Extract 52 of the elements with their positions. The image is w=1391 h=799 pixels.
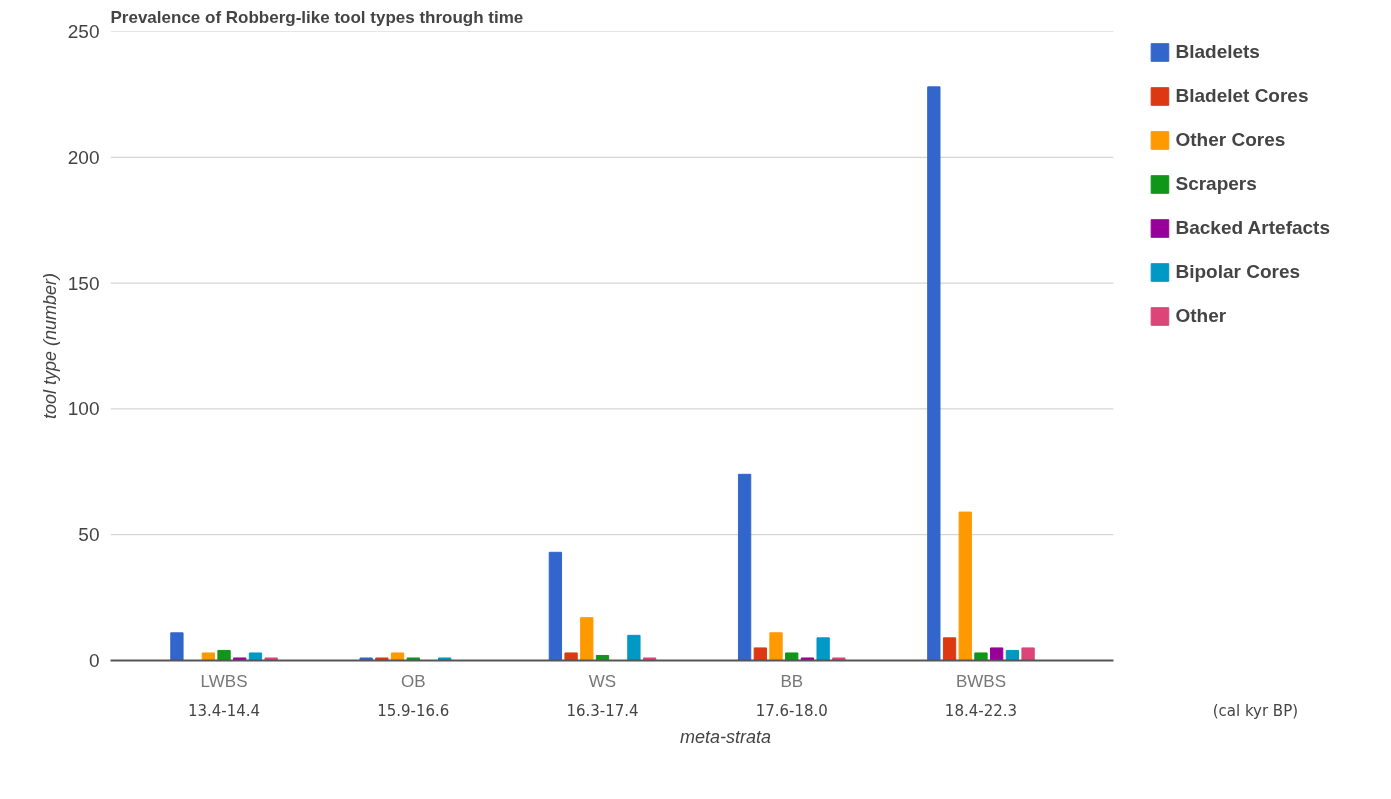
y-tick-label: 100: [67, 398, 100, 420]
y-tick-label: 250: [67, 21, 100, 42]
bar: [580, 617, 594, 661]
legend-label: Other Cores: [1175, 129, 1286, 151]
bar: [390, 652, 405, 661]
bar: [248, 652, 263, 661]
bar: [438, 657, 452, 661]
bar: [974, 652, 988, 661]
y-tick-label: 150: [67, 272, 100, 294]
bar: [233, 657, 247, 661]
bar: [942, 637, 957, 661]
category-label: WS 16.3-17.4: [566, 671, 639, 720]
legend-label: Backed Artefacts: [1175, 217, 1330, 239]
bar: [753, 647, 767, 661]
bar: [264, 657, 278, 661]
y-axis-title: tool type (number): [39, 272, 60, 420]
legend-label: Bipolar Cores: [1175, 261, 1301, 283]
legend-label: Scrapers: [1175, 173, 1257, 195]
bar: [1021, 647, 1035, 661]
bar: [359, 657, 373, 661]
bar: [816, 637, 830, 661]
legend-label: Bladelet Cores: [1175, 85, 1309, 107]
bar: [548, 551, 563, 661]
bar: [627, 634, 641, 661]
y-tick-label: 200: [67, 146, 100, 168]
bar: [800, 657, 815, 661]
bar: [958, 511, 972, 661]
category-label: BB 17.6-18.0: [755, 671, 828, 720]
chart-title: Prevalence of Robberg-like tool types through time: [110, 7, 524, 27]
legend-label: Other: [1175, 305, 1227, 327]
bar: [217, 649, 231, 661]
category-label: BWBS 18.4-22.3: [944, 671, 1018, 720]
bar: [785, 652, 799, 661]
bar: [737, 473, 752, 661]
bar: [769, 632, 783, 661]
bar: [201, 652, 215, 661]
legend-label: Bladelets: [1175, 41, 1260, 63]
category-label: LWBS 13.4-14.4: [187, 671, 261, 720]
category-label: OB 15.9-16.6: [377, 671, 450, 720]
bar: [375, 657, 389, 661]
y-tick-label: 50: [78, 524, 100, 546]
bar: [1005, 649, 1020, 661]
text: (cal kyr BP): [1212, 701, 1299, 720]
x-axis-title: meta-strata: [679, 726, 772, 747]
bar: [990, 647, 1004, 661]
bar: [927, 86, 941, 661]
bar: [564, 652, 578, 661]
bar: [406, 657, 420, 661]
bar: [642, 657, 657, 661]
bar: [832, 657, 846, 661]
y-tick-label: 0: [88, 650, 100, 671]
bar: [170, 632, 184, 661]
